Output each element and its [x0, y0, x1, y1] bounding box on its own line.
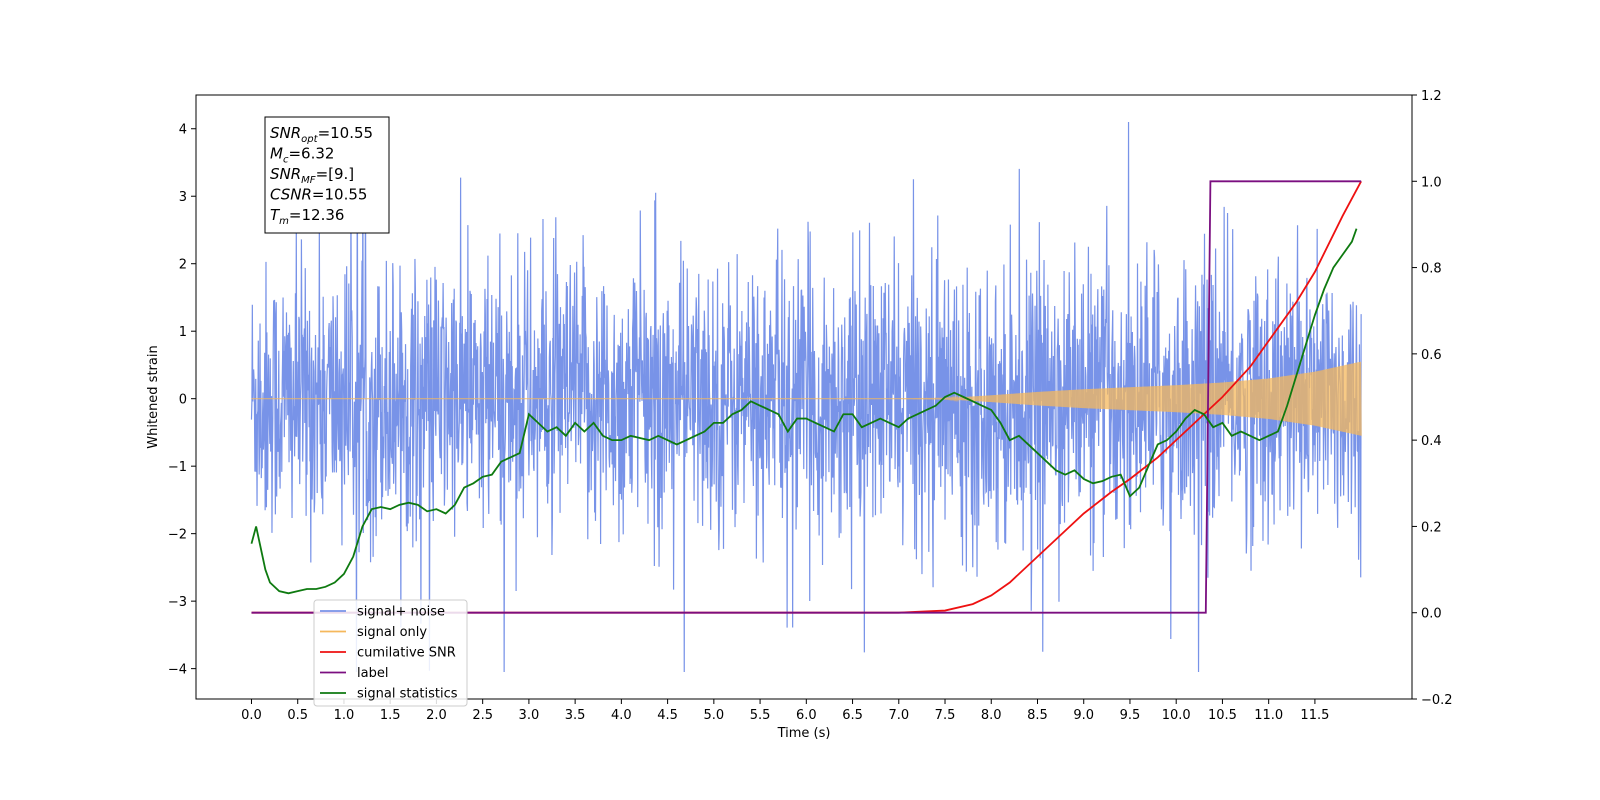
annotation-value: =10.55: [312, 186, 368, 204]
annotation-line: SNRMF=[9.]: [270, 165, 354, 186]
annotation-line: SNRopt=10.55: [270, 124, 373, 145]
y2-tick-label: 0.6: [1421, 348, 1442, 363]
x-tick-label: 1.0: [334, 708, 355, 723]
x-tick-label: 3.0: [519, 708, 540, 723]
x-tick-label: 2.5: [472, 708, 493, 723]
x-tick-label: 5.5: [750, 708, 771, 723]
y2-tick-label: 1.2: [1421, 89, 1442, 104]
legend-item: signal statistics: [320, 687, 458, 702]
series-cumilative-snr: [251, 180, 1362, 614]
annotation-symbol: CSNR: [270, 186, 312, 204]
annotation-subscript: c: [283, 155, 289, 166]
x-tick-label: 5.0: [703, 708, 724, 723]
annotation-value: =10.55: [318, 124, 374, 142]
y-tick-label: 4: [179, 123, 187, 138]
legend-frame: [313, 599, 468, 707]
annotation-line: CSNR=10.55: [270, 186, 367, 204]
annotation-subscript: m: [279, 216, 289, 227]
x-tick-label: 0.5: [287, 708, 308, 723]
y-axis-right: −0.2 0.0 0.2 0.4 0.6 0.8 1.0 1.2: [1412, 89, 1453, 708]
x-tick-label: 7.5: [935, 708, 956, 723]
y-tick-label: 3: [179, 190, 187, 205]
legend-item: label: [320, 666, 388, 681]
x-axis: 0.0 0.5 1.0 1.5 2.0 2.5 3.0 3.5 4.0 4.5 5.0 5.5 6.0 6…: [241, 699, 1329, 723]
legend-label: signal+ noise: [357, 605, 445, 620]
y-tick-label: 1: [179, 325, 187, 340]
y-axis-left: −4 −3 −2 −1 0 1 2 3 4: [168, 123, 196, 678]
legend-label: signal statistics: [357, 687, 458, 702]
legend-item: signal+ noise: [320, 605, 445, 620]
x-tick-label: 9.0: [1073, 708, 1094, 723]
series-label: [251, 180, 1362, 614]
annotation-box: SNRopt=10.55Mc=6.32SNRMF=[9.]CSNR=10.55T…: [264, 116, 390, 234]
x-tick-label: 8.5: [1027, 708, 1048, 723]
x-tick-label: 2.0: [426, 708, 447, 723]
y2-tick-label: 1.0: [1421, 175, 1442, 190]
x-tick-label: 4.0: [611, 708, 632, 723]
x-tick-label: 10.0: [1162, 708, 1191, 723]
y-tick-label: −4: [168, 663, 187, 678]
x-tick-label: 9.5: [1120, 708, 1141, 723]
y-tick-label: −3: [168, 595, 187, 610]
legend-label: signal only: [357, 625, 427, 640]
legend-label: cumilative SNR: [357, 646, 456, 661]
legend: signal+ noise signal only cumilative SNR la…: [313, 599, 468, 707]
y2-tick-label: −0.2: [1421, 693, 1453, 708]
x-tick-label: 7.0: [888, 708, 909, 723]
y2-tick-label: 0.2: [1421, 520, 1442, 535]
annotation-symbol: M: [270, 145, 283, 163]
x-tick-label: 8.0: [981, 708, 1002, 723]
plot-frame: [195, 94, 1413, 700]
x-tick-label: 1.5: [380, 708, 401, 723]
plot-area: [250, 121, 1362, 673]
annotation-symbol: T: [270, 206, 281, 224]
legend-item: cumilative SNR: [320, 646, 456, 661]
annotation-line: Mc=6.32: [270, 145, 334, 166]
x-tick-label: 0.0: [241, 708, 262, 723]
annotation-symbol: SNR: [270, 165, 301, 183]
x-tick-label: 11.5: [1300, 708, 1329, 723]
series-signal-only: [251, 361, 1362, 436]
y-tick-label: 2: [179, 258, 187, 273]
y2-tick-label: 0.0: [1421, 607, 1442, 622]
x-tick-label: 3.5: [565, 708, 586, 723]
annotation-value: =6.32: [288, 145, 334, 163]
x-tick-label: 6.0: [796, 708, 817, 723]
y2-tick-label: 0.8: [1421, 262, 1442, 277]
annotation-value: =12.36: [289, 206, 345, 224]
y-tick-label: −1: [168, 460, 187, 475]
annotation-symbol: SNR: [270, 124, 301, 142]
x-tick-label: 11.0: [1254, 708, 1283, 723]
annotation-subscript: MF: [301, 175, 316, 186]
annotation-subscript: opt: [301, 134, 318, 145]
y-tick-label: −2: [168, 528, 187, 543]
series-signal-statistics: [250, 228, 1358, 595]
x-axis-label: Time (s): [777, 726, 831, 741]
y-tick-label: 0: [179, 393, 187, 408]
annotation-frame: [264, 116, 390, 234]
annotation-line: Tm=12.36: [270, 206, 344, 227]
x-tick-label: 6.5: [842, 708, 863, 723]
y2-tick-label: 0.4: [1421, 434, 1442, 449]
x-tick-label: 4.5: [657, 708, 678, 723]
legend-item: signal only: [320, 625, 427, 640]
x-tick-label: 10.5: [1208, 708, 1237, 723]
legend-label: label: [357, 666, 388, 681]
annotation-value: =[9.]: [316, 165, 355, 183]
y-axis-label: Whitened strain: [146, 345, 161, 448]
